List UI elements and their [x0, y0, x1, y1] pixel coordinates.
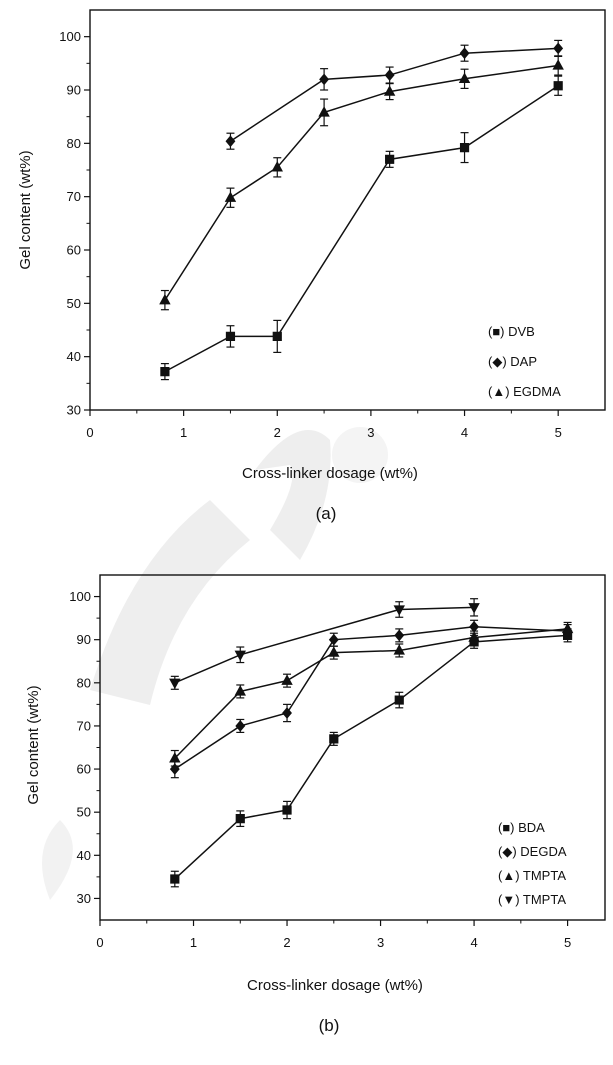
panel-a-y-tick-label: 50	[67, 296, 81, 311]
panel-a-x-tick-label: 5	[555, 425, 562, 440]
panel-b-legend: (■) BDA (◆) DEGDA (▲) TMPTA (▼) TMPTA	[498, 820, 567, 907]
panel-b-y-axis-label: Gel content (wt%)	[25, 685, 42, 804]
panel-b-tmpta-point	[281, 674, 293, 685]
panel-a-marks: 0 1 2 3 4 5 30 40 50 60 70 80 90 100	[59, 29, 564, 440]
panel-b-bda-point	[282, 805, 292, 815]
panel-a-egdma-point	[458, 72, 471, 83]
panel-b-legend-entry: (◆) DEGDA	[498, 844, 567, 859]
panel-b-legend-entry: (▲) TMPTA	[498, 868, 566, 883]
panel-a-dap-point	[459, 47, 470, 60]
panel-a-y-tick-label: 60	[67, 243, 81, 258]
panel-b-legend-entry: (■) BDA	[498, 820, 545, 835]
panel-a-caption: (a)	[316, 504, 337, 523]
panel-b-degda-point	[235, 720, 246, 732]
panel-a-y-tick-label: 90	[67, 83, 81, 98]
panel-b-legend-entry: (▼) TMPTA	[498, 892, 566, 907]
panel-a-x-tick-label: 0	[86, 425, 93, 440]
panel-b-x-tick-label: 2	[283, 935, 290, 950]
panel-b-tmpta-down-point	[468, 603, 480, 614]
panel-a-dvb-line	[164, 85, 559, 373]
panel-a-x-tick-label: 3	[367, 425, 374, 440]
panel-a-y-tick-label: 80	[67, 136, 81, 151]
panel-a-x-tick-label: 4	[461, 425, 468, 440]
panel-b-degda-point	[394, 629, 405, 642]
panel-b-tmpta-point	[561, 622, 574, 634]
panel-a-x-axis-label: Cross-linker dosage (wt%)	[242, 465, 418, 482]
panel-b-tmpta-line	[174, 628, 568, 759]
panel-a-x-tick-label: 1	[180, 425, 187, 440]
panel-a-dap-point	[553, 42, 564, 55]
panel-b-tmpta-point	[169, 751, 181, 763]
panel-b-x-tick-label: 3	[377, 935, 384, 950]
panel-b-y-tick-label: 40	[77, 848, 91, 863]
panel-a-legend-entry: (■) DVB	[488, 324, 535, 339]
panel-b-y-tick-label: 60	[77, 762, 91, 777]
panel-b-bda-point	[235, 814, 245, 824]
panel-b-tmpta-down-line	[174, 606, 475, 684]
panel-b-marks: 0 1 2 3 4 5 30 40 50 60 70 80 90 100	[69, 589, 574, 950]
panel-b-x-tick-label: 1	[190, 935, 197, 950]
panel-b-x-axis-label: Cross-linker dosage (wt%)	[247, 977, 423, 994]
panel-b-y-tick-label: 50	[77, 805, 91, 820]
panel-a-legend-entry: (▲) EGDMA	[488, 384, 561, 399]
panel-a-y-tick-label: 100	[59, 29, 81, 44]
panel-a-egdma-line	[164, 64, 559, 301]
panel-a-dap-point	[225, 135, 236, 148]
panel-a-dvb-point	[272, 331, 282, 341]
panel-a-y-tick-label: 30	[67, 403, 81, 418]
panel-b-tmpta-down-point	[393, 605, 405, 616]
panel-b-degda-point	[282, 707, 292, 719]
panel-a-dap-point	[319, 73, 330, 86]
panel-a-egdma-point	[224, 191, 237, 202]
panel-b-bda-point	[170, 874, 180, 884]
panel-a-y-axis-label: Gel content (wt%)	[17, 150, 34, 269]
panel-b-bda-point	[394, 695, 404, 705]
panel-a-x-tick-label: 2	[274, 425, 281, 440]
panel-b-x-tick-label: 0	[96, 935, 103, 950]
panel-a-dvb-point	[225, 331, 236, 341]
panel-b-degda-point	[469, 620, 480, 633]
panel-b-bda-line	[174, 634, 568, 880]
panel-a-egdma-point	[271, 161, 283, 172]
panel-a-dvb-point	[385, 154, 395, 164]
panel-b-tmpta-point	[234, 685, 246, 696]
panel-a-plot-frame	[89, 9, 606, 411]
panel-b-tmpta-point	[393, 644, 405, 655]
panel-b-y-tick-label: 80	[77, 675, 91, 690]
panel-a-dvb-point	[553, 81, 563, 91]
panel-b-x-tick-label: 4	[470, 935, 477, 950]
panel-b-x-tick-label: 5	[564, 935, 571, 950]
panel-b-tmpta-down-point	[169, 678, 181, 690]
panel-b-y-tick-label: 70	[77, 718, 91, 733]
panel-a-dvb-point	[160, 367, 170, 377]
panel-a-legend-entry: (◆) DAP	[488, 354, 537, 369]
panel-a: Cross-linker dosage (wt%) Gel content (w…	[17, 9, 606, 523]
panel-a-egdma-point	[383, 85, 396, 96]
panel-b-y-tick-label: 90	[77, 632, 91, 647]
panel-b-tmpta-point	[328, 646, 340, 657]
panel-a-egdma-point	[552, 59, 564, 70]
panel-a-legend: (■) DVB (◆) DAP (▲) EGDMA	[488, 324, 561, 399]
panel-a-egdma-point	[159, 293, 171, 305]
panel-a-egdma-point	[318, 106, 330, 117]
panel-b-caption: (b)	[319, 1016, 340, 1035]
panel-b-degda-point	[328, 633, 339, 646]
panel-a-y-tick-label: 70	[67, 189, 81, 204]
panel-b-y-tick-label: 30	[77, 891, 91, 906]
panel-b: Cross-linker dosage (wt%) Gel content (w…	[25, 574, 606, 1035]
panel-a-y-tick-label: 40	[67, 349, 81, 364]
panel-a-dap-point	[384, 69, 395, 81]
panel-a-dvb-point	[459, 143, 470, 153]
panel-b-tmpta-point	[468, 631, 480, 642]
panel-b-tmpta-down-point	[234, 650, 246, 662]
panel-b-bda-point	[329, 734, 339, 744]
panel-b-y-tick-label: 100	[69, 589, 91, 604]
